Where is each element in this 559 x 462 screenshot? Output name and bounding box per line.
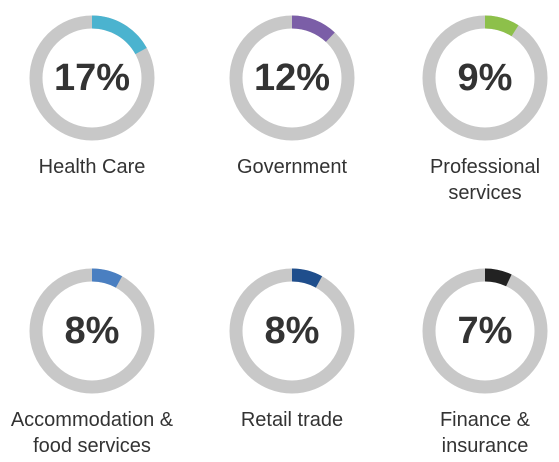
value-label: 7% xyxy=(458,310,513,352)
donut-cell: 7% Finance & insurance xyxy=(410,267,559,459)
value-label: 8% xyxy=(265,310,320,352)
donut: 7% xyxy=(422,268,548,394)
donut-cell: 9% Professional services xyxy=(410,14,559,206)
donut-cell: 8% Retail trade xyxy=(207,267,377,433)
donut-segment xyxy=(91,268,123,288)
category-label: Retail trade xyxy=(240,409,344,431)
category-label: Government xyxy=(236,156,348,178)
donut-cell: 8% Accommodation & food services xyxy=(7,267,177,459)
donut: 8% xyxy=(229,268,355,394)
donut-segment xyxy=(291,15,335,43)
category-label: Professional services xyxy=(429,156,541,204)
donut: 12% xyxy=(229,15,355,141)
category-label: Finance & insurance xyxy=(439,409,531,457)
donut: 17% xyxy=(29,15,155,141)
donut: 8% xyxy=(29,268,155,394)
donut-cell: 12% Government xyxy=(207,14,377,180)
value-label: 9% xyxy=(458,57,513,99)
value-label: 12% xyxy=(254,57,330,99)
donut-segment xyxy=(484,268,512,287)
value-label: 17% xyxy=(54,57,130,99)
donut: 9% xyxy=(422,15,548,141)
donut-segment xyxy=(91,15,147,55)
donut-cell: 17% Health Care xyxy=(7,14,177,180)
category-label: Health Care xyxy=(38,156,146,178)
value-label: 8% xyxy=(65,310,120,352)
donut-segment xyxy=(484,15,519,37)
donut-segment xyxy=(291,268,323,288)
category-label: Accommodation & food services xyxy=(10,409,174,457)
